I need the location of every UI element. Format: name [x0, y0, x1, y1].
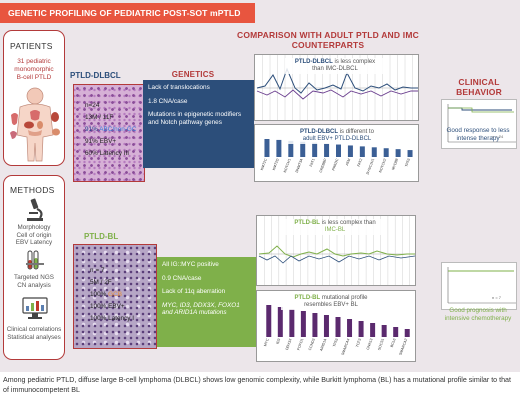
- dlbcl-survival-curves: n = 24: [447, 104, 516, 143]
- mutation-bar: [383, 148, 389, 157]
- mutation-bar: [404, 329, 410, 337]
- mutation-bar: [336, 144, 341, 157]
- mutation-bar: [324, 143, 330, 157]
- mutation-bar: [381, 325, 387, 337]
- bl-cn-caption: PTLD-BL is less complex than IMC-BL: [285, 219, 385, 235]
- child-organs-icon: [10, 87, 60, 162]
- methods-box: METHODS Morphology Cell of origin EBV La…: [3, 175, 65, 360]
- methods-morphology-text: Morphology Cell of origin EBV Latency: [15, 224, 53, 247]
- methods-statistics-text: Clinical correlations Statistical analys…: [6, 326, 62, 341]
- gene-label: FOXO1: [296, 338, 304, 351]
- patients-description: 31 pediatric monomorphic B-cell PTLD: [14, 58, 54, 81]
- dlbcl-stats: n=24 13M / 11F 91% ABC/non-GC 91% EBV+ 6…: [85, 102, 137, 157]
- mutation-bar: [371, 147, 377, 157]
- bl-genetics-box: All IG::MYC positive 0.9 CNA/case Lack o…: [157, 257, 256, 347]
- dlbcl-cn-caption: PTLD-DLBCL is less complex than IMC-DLBCL: [285, 58, 385, 74]
- gene-label: TP53: [404, 158, 411, 167]
- bl-stats: n = 7 5M / 2F 100% GCB 100% EBV+ 100% La…: [90, 267, 135, 322]
- mutation-bar: [323, 315, 329, 337]
- gene-label: CREBBP: [319, 157, 328, 173]
- clinical-behavior-header: CLINICAL BEHAVIOR: [456, 77, 502, 97]
- gene-label: DDX3X: [285, 337, 293, 350]
- gene-label: MYC: [263, 338, 270, 347]
- genetics-header: GENETICS: [171, 70, 215, 79]
- gene-label: TP53: [332, 338, 339, 347]
- mutation-bar: [266, 305, 272, 337]
- bl-survival-plot: n = 7: [441, 262, 517, 310]
- gene-label: CCND3: [308, 338, 316, 351]
- mutation-bar: [288, 140, 294, 157]
- mutation-bar: [395, 149, 401, 157]
- mutation-bar: [347, 319, 353, 337]
- dlbcl-outcome-text: Good response to less intense therapy: [446, 127, 510, 142]
- dlbcl-mutation-chart: KMT2C KMT2D NOTCH1 DNMT3A FAT1 CREBBP PRKDC ATM…: [254, 124, 419, 182]
- gene-label: MYD88: [391, 158, 399, 171]
- gene-label: SMARCA4: [341, 338, 351, 356]
- microscope-icon: [27, 198, 43, 221]
- gene-label: KMT2C: [260, 158, 268, 171]
- dlbcl-histology-image: [73, 84, 145, 182]
- mutation-bar: [312, 313, 318, 337]
- mutation-bar: [359, 146, 365, 157]
- mutation-bar: [264, 139, 270, 157]
- mutation-bar: [335, 317, 341, 337]
- gene-label: GNA13: [366, 338, 374, 350]
- mutation-bar: [370, 323, 376, 337]
- dlbcl-mutation-plot: KMT2C KMT2D NOTCH1 DNMT3A FAT1 CREBBP PRKDC ATM…: [260, 139, 413, 175]
- mutation-bar: [300, 311, 306, 337]
- bl-mutation-caption: PTLD-BL mutational profile resembles EBV+…: [281, 294, 381, 310]
- gene-label: SMARCA2: [398, 338, 408, 356]
- methods-title: METHODS: [10, 185, 55, 195]
- mutation-bar: [358, 321, 364, 337]
- patients-title: PATIENTS: [10, 41, 53, 51]
- bl-survival-note: n = 7: [492, 295, 502, 300]
- bl-survival-curves: n = 7: [447, 267, 516, 304]
- gene-label: ATM: [345, 158, 351, 166]
- dlbcl-label: PTLD-DLBCL: [70, 71, 121, 80]
- methods-ngs-text: Targeted NGS CN analysis: [14, 274, 54, 289]
- mutation-bar: [289, 309, 295, 337]
- bl-cn-chart: PTLD-BL is less complex than IMC-BL: [256, 215, 416, 286]
- mutation-bar: [277, 307, 283, 337]
- comparison-header: COMPARISON WITH ADULT PTLD AND IMC COUNT…: [237, 30, 419, 50]
- gene-label: TCF3: [355, 338, 362, 348]
- dlbcl-cn-chart: PTLD-DLBCL is less complex than IMC-DLBCL: [254, 54, 419, 121]
- bl-label: PTLD-BL: [84, 232, 119, 241]
- gene-label: BCL6: [390, 338, 397, 348]
- computer-analytics-icon: [22, 297, 48, 319]
- gene-label: DYNC1H1: [366, 158, 375, 175]
- bl-mutation-plot: MYC ID3 DDX3X FOXO1 CCND3 ARID1A TP53 SMARCA4 TC…: [263, 305, 410, 356]
- bl-outcome-text: Good prognosis with intensive chemothera…: [444, 307, 512, 322]
- test-tubes-icon: [26, 250, 44, 270]
- mutation-bar: [312, 142, 318, 157]
- gene-label: FAT1: [309, 158, 316, 167]
- gene-label: NOTCH1: [283, 158, 292, 173]
- banner-title: GENETIC PROFILING OF PEDIATRIC POST-SOT …: [0, 3, 255, 23]
- gene-label: NOTCH2: [378, 158, 387, 173]
- footer-summary: Among pediatric PTLD, diffuse large B-ce…: [3, 376, 511, 394]
- mutation-bar: [276, 139, 282, 157]
- gene-label: SOCS1: [377, 338, 385, 351]
- bl-histology-image: [73, 244, 157, 349]
- gene-label: PRKDC: [331, 158, 339, 172]
- mutation-bar: [300, 141, 306, 157]
- bl-mutation-chart: MYC ID3 DDX3X FOXO1 CCND3 ARID1A TP53 SMARCA4 TC…: [256, 290, 416, 362]
- mutation-bar: [393, 327, 399, 337]
- mutation-bar: [407, 150, 413, 157]
- mutation-bar: [347, 145, 353, 157]
- dlbcl-mutation-caption: PTLD-DLBCL is different to adult EBV+ PTL…: [287, 128, 387, 144]
- gene-label: ID3: [276, 338, 282, 345]
- dlbcl-survival-plot: n = 24: [441, 99, 517, 149]
- gene-label: KMT2D: [272, 158, 280, 171]
- patients-box: PATIENTS 31 pediatric monomorphic B-cell…: [3, 30, 65, 166]
- gene-label: DNMT3A: [295, 157, 304, 173]
- dlbcl-genetics-box: Lack of translocations 1.8 CNA/case Muta…: [143, 80, 254, 168]
- dlbcl-survival-note: n = 24: [492, 134, 504, 139]
- gene-label: FAT2: [357, 158, 364, 167]
- gene-label: ARID1A: [319, 337, 327, 351]
